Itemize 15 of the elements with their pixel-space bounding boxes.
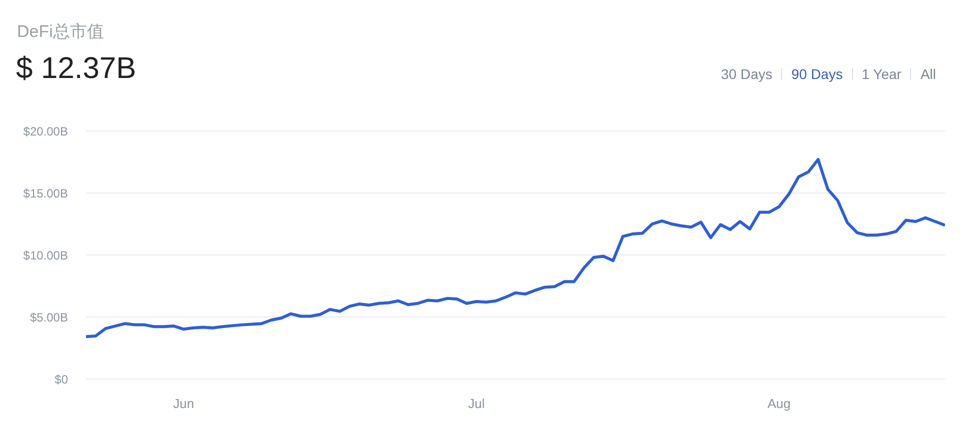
line-series	[86, 158, 945, 338]
chart-title: DeFi总市值	[17, 21, 104, 43]
x-tick-label: Aug	[767, 396, 791, 412]
y-tick-label: $20.00B	[23, 124, 68, 138]
x-tick-label: Jul	[468, 396, 485, 412]
x-tick-label: Jun	[173, 396, 194, 412]
y-tick-label: $0	[54, 372, 68, 386]
text: 30 Days	[721, 66, 772, 82]
text: 90 Days	[791, 66, 843, 82]
y-tick-label: $10.00B	[23, 248, 68, 262]
text: 1 Year	[862, 66, 902, 82]
chart-subtitle: $ 12.37B	[16, 52, 136, 86]
text: All	[920, 66, 936, 82]
y-tick-label: $5.00B	[30, 310, 68, 324]
y-tick-label: $15.00B	[23, 186, 68, 200]
